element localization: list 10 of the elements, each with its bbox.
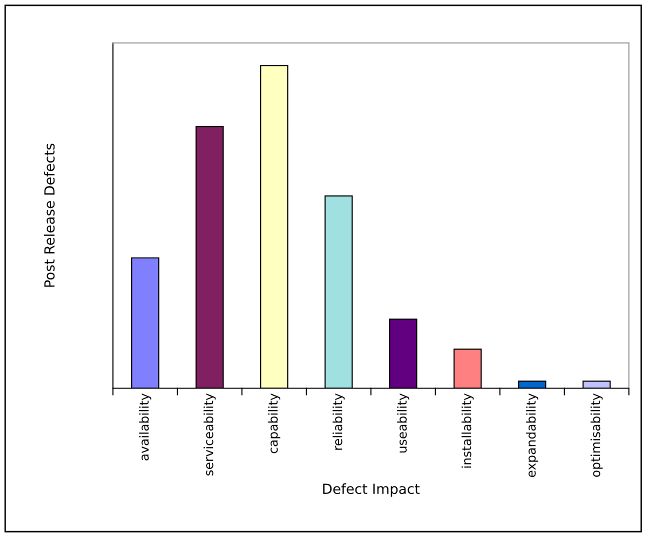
x-tick-label: serviceability <box>204 393 216 476</box>
x-tick-label: expandability <box>526 393 538 478</box>
x-tick-label: capability <box>268 393 280 454</box>
y-axis-title: Post Release Defects <box>44 144 55 287</box>
x-tick-label: useability <box>397 393 410 452</box>
x-tick-label: optimisability <box>590 393 603 477</box>
x-tick-label: installability <box>462 393 474 468</box>
x-tick-label: availability <box>139 393 152 460</box>
x-axis-title: Defect Impact <box>323 483 420 497</box>
x-tick-label: reliability <box>332 393 345 450</box>
